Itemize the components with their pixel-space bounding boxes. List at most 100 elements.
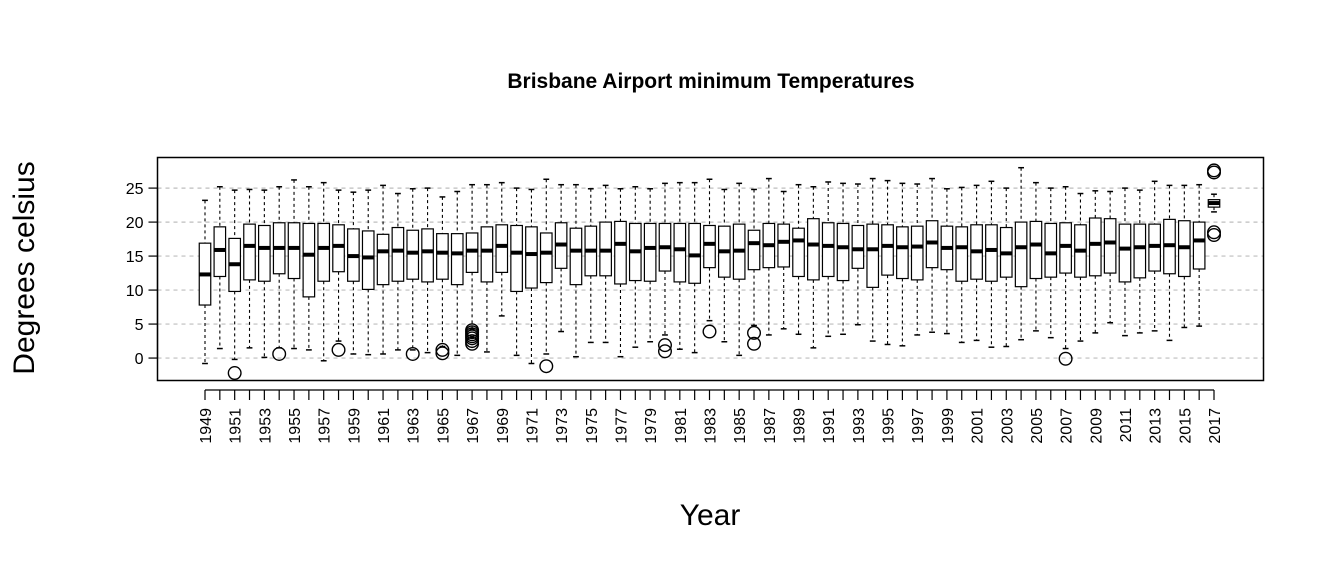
- x-tick-label-1985: 1985: [732, 408, 749, 444]
- box-iqr: [1133, 223, 1147, 279]
- x-tick-label-2009: 2009: [1088, 408, 1105, 444]
- box-1960: [361, 189, 375, 356]
- box-1992: [836, 182, 850, 336]
- box-iqr: [1103, 218, 1117, 274]
- box-iqr: [1014, 221, 1028, 288]
- box-1976: [599, 184, 612, 344]
- x-tick-label-1965: 1965: [435, 408, 452, 444]
- box-2004: [1014, 166, 1028, 341]
- x-tick-label-1961: 1961: [376, 408, 393, 444]
- box-1980: [657, 182, 672, 359]
- x-tick-label-1969: 1969: [495, 408, 512, 444]
- box-iqr: [480, 226, 494, 283]
- box-iqr: [495, 224, 509, 273]
- outlier-point: [1206, 163, 1221, 178]
- box-iqr: [406, 229, 420, 280]
- x-tick-label-1993: 1993: [851, 408, 868, 444]
- box-1970: [510, 187, 523, 357]
- x-tick-label-1983: 1983: [703, 408, 720, 444]
- box-iqr: [302, 222, 316, 298]
- box-1988: [777, 190, 791, 330]
- x-tick-label-1981: 1981: [673, 408, 690, 444]
- x-tick-label-1971: 1971: [524, 408, 541, 444]
- box-iqr: [703, 224, 716, 269]
- x-tick-label-2015: 2015: [1177, 408, 1194, 444]
- box-1965: [435, 196, 450, 361]
- box-1961: [376, 184, 390, 355]
- box-1950: [213, 185, 227, 350]
- box-1993: [851, 183, 865, 326]
- box-iqr: [332, 224, 345, 273]
- outlier-point: [1206, 228, 1221, 243]
- y-axis-label: Degrees celsius: [8, 161, 41, 374]
- box-1979: [643, 188, 657, 343]
- box-2013: [1148, 180, 1161, 332]
- box-1973: [554, 183, 568, 333]
- x-tick-label-1957: 1957: [317, 408, 334, 444]
- box-1990: [807, 185, 820, 349]
- box-2003: [999, 187, 1013, 348]
- box-2014: [1163, 184, 1176, 342]
- x-axis-label: Year: [680, 499, 741, 532]
- y-tick-label-10: 10: [126, 283, 144, 300]
- box-1966: [450, 190, 464, 357]
- box-iqr: [361, 230, 375, 290]
- y-tick-label-20: 20: [126, 215, 144, 232]
- box-1952: [243, 188, 256, 349]
- box-iqr: [1059, 222, 1072, 274]
- box-2015: [1177, 184, 1191, 329]
- box-1978: [628, 185, 642, 348]
- x-tick-label-1977: 1977: [613, 408, 630, 444]
- box-2007: [1058, 185, 1073, 366]
- box-iqr: [866, 223, 880, 288]
- box-1955: [287, 179, 301, 350]
- x-tick-label-1979: 1979: [643, 408, 660, 444]
- box-iqr: [258, 224, 271, 282]
- box-iqr: [1029, 220, 1043, 280]
- outlier-point: [227, 366, 242, 381]
- box-1984: [717, 188, 731, 343]
- x-axis: 1949 1951 1953 1955 1957 1959 1961 1963 1965 1967…: [198, 389, 1224, 444]
- box-iqr: [287, 222, 301, 280]
- box-1958: [331, 189, 346, 357]
- box-iqr: [436, 233, 449, 280]
- box-1963: [405, 188, 420, 361]
- x-tick-label-1951: 1951: [228, 408, 245, 444]
- outlier-point: [747, 336, 762, 351]
- y-axis: 0 5 10 15 20 25: [126, 181, 159, 368]
- box-2008: [1074, 192, 1087, 342]
- box-1999: [940, 188, 954, 335]
- box-iqr: [747, 229, 761, 271]
- box-1981: [673, 181, 687, 350]
- box-1975: [584, 188, 598, 344]
- box-iqr: [1088, 217, 1102, 277]
- x-tick-label-2001: 2001: [970, 408, 987, 444]
- box-iqr: [317, 222, 331, 282]
- outlier-point: [539, 359, 554, 374]
- box-iqr: [450, 233, 464, 286]
- y-tick-label-5: 5: [135, 317, 144, 334]
- box-1957: [317, 181, 331, 362]
- box-iqr: [896, 226, 909, 280]
- y-tick-label-0: 0: [135, 351, 144, 368]
- box-iqr: [510, 224, 523, 293]
- box-iqr: [376, 233, 390, 286]
- box-1985: [732, 182, 746, 357]
- outlier-point: [405, 346, 420, 361]
- box-1997: [910, 183, 924, 336]
- box-iqr: [910, 225, 924, 281]
- box-iqr: [985, 224, 998, 282]
- box-1962: [391, 192, 405, 351]
- box-1991: [821, 181, 835, 338]
- box-iqr: [1118, 223, 1132, 283]
- box-iqr: [1044, 222, 1058, 278]
- x-tick-label-2017: 2017: [1207, 408, 1224, 444]
- box-iqr: [643, 222, 657, 282]
- box-1971: [525, 188, 538, 365]
- box-1987: [762, 177, 776, 336]
- chart-title: Brisbane Airport minimum Temperatures: [507, 70, 914, 93]
- box-2002: [985, 180, 998, 348]
- outlier-point: [702, 324, 717, 339]
- box-1998: [925, 177, 939, 333]
- y-tick-label-25: 25: [126, 181, 144, 198]
